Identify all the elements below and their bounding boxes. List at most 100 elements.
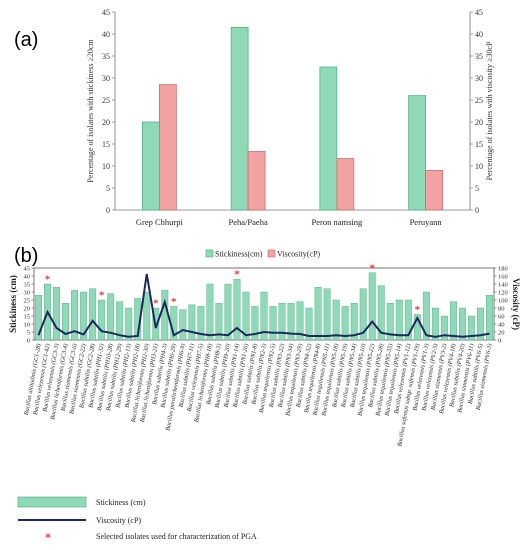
b-bar-stickiness <box>269 306 277 341</box>
a-y-tick-label: 15 <box>102 140 110 149</box>
b-y-tick-label: 35 <box>24 281 31 288</box>
b-y-tick-label: 10 <box>24 321 31 328</box>
b-top-legend-swatch-viscosity <box>267 249 276 258</box>
b-legend-stickiness: Stickiness (cm) <box>96 498 146 507</box>
a-y-tick-label: 25 <box>102 96 110 105</box>
a-y-tick-label: 40 <box>102 30 110 39</box>
b-bar-stickiness <box>188 304 196 341</box>
b-selected-star: * <box>369 262 375 274</box>
b-y2-tick-label: 120 <box>498 289 508 296</box>
b-y2-tick-label: 60 <box>498 313 505 320</box>
b-bar-stickiness <box>314 287 322 341</box>
a-y2-tick-label: 25 <box>475 96 483 105</box>
b-bar-stickiness <box>368 272 376 341</box>
b-bar-stickiness <box>143 291 151 341</box>
b-bar-stickiness <box>377 285 385 341</box>
a-y-tick-label: 5 <box>106 184 110 193</box>
a-category-label: Peruyann <box>410 217 443 227</box>
b-selected-star: * <box>415 304 421 316</box>
b-y-tick-label: 30 <box>24 289 31 296</box>
b-selected-star: * <box>171 296 177 308</box>
a-y2-tick-label: 35 <box>475 52 483 61</box>
a-bar-stickiness <box>142 121 160 211</box>
b-legend-star: * <box>45 530 51 544</box>
a-y-tick-label: 35 <box>102 52 110 61</box>
b-bar-stickiness <box>242 291 250 341</box>
b-bar-stickiness <box>233 279 241 341</box>
b-bar-stickiness <box>71 290 79 341</box>
a-category-label: Grep Chhurpi <box>136 217 184 227</box>
a-bar-viscosity <box>336 158 355 211</box>
b-legend-viscosity: Viscosity (cP) <box>96 516 141 525</box>
b-y-tick-label: 40 <box>24 273 31 280</box>
b-bar-stickiness <box>251 306 259 341</box>
b-bar-stickiness <box>161 290 169 341</box>
b-bar-stickiness <box>341 306 349 341</box>
b-bar-stickiness <box>449 301 457 341</box>
a-y-tick-label: 10 <box>102 162 110 171</box>
a-bar-viscosity <box>425 170 443 211</box>
b-y2-tick-label: 20 <box>498 329 505 336</box>
chart-a: 0 0 5 5 10 10 15 15 20 20 25 25 30 30 35 35 40 40 45 45 Perc… <box>86 8 494 227</box>
b-bar-stickiness <box>350 303 358 341</box>
b-bar-stickiness <box>287 303 295 341</box>
b-bar-stickiness <box>323 288 331 341</box>
b-y2-tick-label: 80 <box>498 305 505 312</box>
b-bar-stickiness <box>431 307 439 341</box>
a-y2-tick-label: 0 <box>475 206 479 215</box>
b-bar-stickiness <box>80 291 88 341</box>
a-category-label: Peron namsing <box>311 217 363 227</box>
b-top-legend-viscosity: Viscosity(cP) <box>277 250 320 259</box>
b-y-tick-label: 0 <box>27 337 30 344</box>
b-bar-stickiness <box>197 306 205 341</box>
b-selected-star: * <box>153 298 159 310</box>
panel-a-label: (a) <box>14 29 38 51</box>
b-y2-tick-label: 180 <box>498 265 508 272</box>
b-y2-tick-label: 160 <box>498 273 508 280</box>
b-bar-stickiness <box>468 315 475 341</box>
b-bar-stickiness <box>179 309 187 341</box>
b-selected-star: * <box>45 274 51 286</box>
a-y-tick-label: 45 <box>102 8 110 17</box>
a-bar-stickiness <box>408 95 426 211</box>
panel-b-label: (b) <box>14 245 38 267</box>
b-y2-tick-label: 40 <box>498 321 505 328</box>
b-bar-stickiness <box>477 307 484 341</box>
a-y2-tick-label: 15 <box>475 140 483 149</box>
b-y-tick-label: 15 <box>24 313 31 320</box>
b-bar-stickiness <box>35 295 42 341</box>
a-y2-tick-label: 40 <box>475 30 483 39</box>
b-top-legend-swatch-stickiness <box>205 249 214 258</box>
b-bar-stickiness <box>215 303 223 341</box>
b-bar-stickiness <box>296 301 304 341</box>
a-bar-stickiness <box>230 27 249 211</box>
a-y-axis-title: Percentage of isolates with stickiness ≥… <box>86 39 95 183</box>
b-bar-stickiness <box>386 303 394 341</box>
b-bar-stickiness <box>332 299 340 341</box>
a-y-tick-label: 30 <box>102 74 110 83</box>
a-y-tick-label: 20 <box>102 118 110 127</box>
a-y-tick-label: 0 <box>106 206 110 215</box>
b-legend-selected: Selected isolates used for characterizat… <box>96 532 257 541</box>
a-y2-axis-title: Percentage of isolates with viscosity ≥3… <box>485 41 494 180</box>
b-bar-stickiness <box>62 303 70 341</box>
b-y-tick-label: 45 <box>24 265 31 272</box>
b-line-viscosity <box>37 273 490 338</box>
b-bar-stickiness <box>260 291 268 341</box>
b-bar-stickiness <box>224 283 232 341</box>
b-bar-stickiness <box>413 314 421 341</box>
b-y2-axis-title: Viscosity (cP) <box>511 278 521 330</box>
b-bar-stickiness <box>107 293 115 341</box>
b-y2-tick-label: 0 <box>498 337 501 344</box>
b-selected-star: * <box>234 269 240 281</box>
b-bar-stickiness <box>440 315 448 341</box>
b-bar-stickiness <box>395 299 403 341</box>
a-y2-tick-label: 45 <box>475 8 483 17</box>
b-bar-stickiness <box>486 295 493 341</box>
a-y2-tick-label: 5 <box>475 184 479 193</box>
b-top-legend-stickiness: Stickiness(cm) <box>215 250 263 259</box>
b-bar-stickiness <box>53 287 60 341</box>
b-y2-tick-label: 100 <box>498 297 508 304</box>
b-bar-stickiness <box>98 299 106 341</box>
